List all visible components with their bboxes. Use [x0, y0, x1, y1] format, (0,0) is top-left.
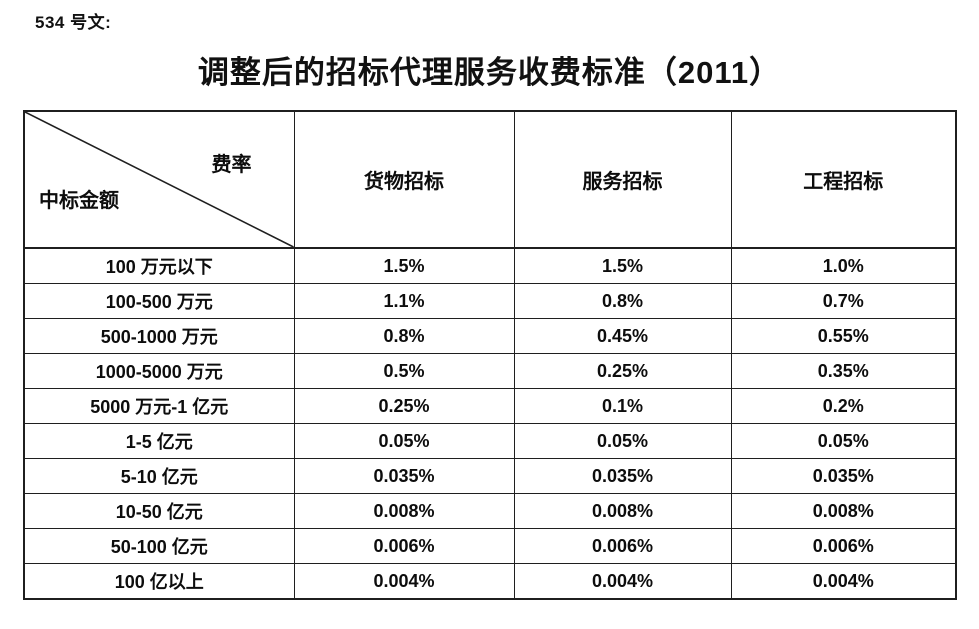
- fee-cell: 1.1%: [293, 283, 515, 319]
- doc-number-label: 534 号文:: [35, 13, 112, 32]
- fee-cell: 0.035%: [730, 458, 957, 494]
- fee-cell: 0.5%: [293, 353, 515, 389]
- fee-cell: 0.004%: [293, 563, 515, 600]
- fee-cell: 0.006%: [513, 528, 732, 564]
- fee-cell: 0.006%: [293, 528, 515, 564]
- table-row: 5000 万元-1 亿元 0.25% 0.1% 0.2%: [23, 388, 957, 424]
- fee-cell: 0.25%: [293, 388, 515, 424]
- fee-cell: 0.008%: [513, 493, 732, 529]
- table-row: 100 亿以上 0.004% 0.004% 0.004%: [23, 563, 957, 600]
- fee-cell: 0.008%: [730, 493, 957, 529]
- corner-header-cell: 费率 中标金额: [23, 110, 295, 249]
- table-row: 500-1000 万元 0.8% 0.45% 0.55%: [23, 318, 957, 354]
- table-row: 1-5 亿元 0.05% 0.05% 0.05%: [23, 423, 957, 459]
- fee-cell: 0.55%: [730, 318, 957, 354]
- amount-range-cell: 5000 万元-1 亿元: [23, 388, 295, 424]
- table-row: 50-100 亿元 0.006% 0.006% 0.006%: [23, 528, 957, 564]
- corner-label-amount: 中标金额: [39, 190, 119, 212]
- fee-cell: 0.004%: [513, 563, 732, 600]
- header-row: 费率 中标金额 货物招标 服务招标 工程招标: [23, 110, 957, 249]
- column-header-engineering: 工程招标: [730, 110, 957, 249]
- fee-cell: 0.1%: [513, 388, 732, 424]
- amount-range-cell: 100-500 万元: [23, 283, 295, 319]
- fee-cell: 0.05%: [513, 423, 732, 459]
- fee-rate-table: 费率 中标金额 货物招标 服务招标 工程招标 100 万元以下 1.5% 1.5…: [23, 110, 957, 600]
- fee-cell: 0.35%: [730, 353, 957, 389]
- fee-cell: 0.25%: [513, 353, 732, 389]
- amount-range-cell: 1-5 亿元: [23, 423, 295, 459]
- page-title: 调整后的招标代理服务收费标准（2011）: [197, 55, 782, 90]
- corner-label-rate: 费率: [211, 154, 252, 176]
- amount-range-cell: 1000-5000 万元: [23, 353, 295, 389]
- fee-cell: 0.004%: [730, 563, 957, 600]
- amount-range-cell: 10-50 亿元: [23, 493, 295, 529]
- fee-cell: 0.035%: [293, 458, 515, 494]
- table-row: 1000-5000 万元 0.5% 0.25% 0.35%: [23, 353, 957, 389]
- table-row: 100-500 万元 1.1% 0.8% 0.7%: [23, 283, 957, 319]
- table-row: 5-10 亿元 0.035% 0.035% 0.035%: [23, 458, 957, 494]
- amount-range-cell: 500-1000 万元: [23, 318, 295, 354]
- fee-cell: 0.8%: [513, 283, 732, 319]
- fee-cell: 0.8%: [293, 318, 515, 354]
- column-header-goods: 货物招标: [293, 110, 515, 249]
- fee-cell: 0.006%: [730, 528, 957, 564]
- fee-cell: 0.05%: [730, 423, 957, 459]
- amount-range-cell: 100 万元以下: [23, 247, 295, 284]
- diagonal-divider-line: [25, 112, 293, 246]
- amount-range-cell: 5-10 亿元: [23, 458, 295, 494]
- table-row: 100 万元以下 1.5% 1.5% 1.0%: [23, 247, 957, 284]
- column-header-services: 服务招标: [513, 110, 732, 249]
- fee-cell: 0.035%: [513, 458, 732, 494]
- fee-cell: 1.0%: [730, 247, 957, 284]
- table-row: 10-50 亿元 0.008% 0.008% 0.008%: [23, 493, 957, 529]
- fee-cell: 0.008%: [293, 493, 515, 529]
- fee-cell: 0.05%: [293, 423, 515, 459]
- amount-range-cell: 100 亿以上: [23, 563, 295, 600]
- fee-cell: 1.5%: [513, 247, 732, 284]
- fee-cell: 0.2%: [730, 388, 957, 424]
- fee-cell: 1.5%: [293, 247, 515, 284]
- fee-cell: 0.7%: [730, 283, 957, 319]
- amount-range-cell: 50-100 亿元: [23, 528, 295, 564]
- fee-cell: 0.45%: [513, 318, 732, 354]
